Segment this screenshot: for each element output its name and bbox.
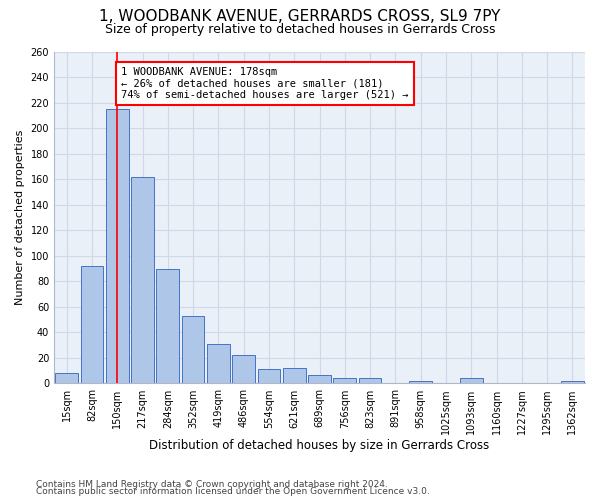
Bar: [409, 381, 432, 384]
Bar: [283, 368, 305, 384]
Y-axis label: Number of detached properties: Number of detached properties: [15, 130, 25, 305]
Bar: [460, 378, 482, 384]
Bar: [55, 373, 78, 384]
Text: Contains public sector information licensed under the Open Government Licence v3: Contains public sector information licen…: [36, 487, 430, 496]
Bar: [207, 344, 230, 384]
Text: Contains HM Land Registry data © Crown copyright and database right 2024.: Contains HM Land Registry data © Crown c…: [36, 480, 388, 489]
Bar: [561, 381, 584, 384]
Bar: [257, 370, 280, 384]
Bar: [131, 176, 154, 384]
Text: 1 WOODBANK AVENUE: 178sqm
← 26% of detached houses are smaller (181)
74% of semi: 1 WOODBANK AVENUE: 178sqm ← 26% of detac…: [121, 67, 409, 100]
Bar: [308, 374, 331, 384]
X-axis label: Distribution of detached houses by size in Gerrards Cross: Distribution of detached houses by size …: [149, 440, 490, 452]
Bar: [334, 378, 356, 384]
Bar: [182, 316, 205, 384]
Text: 1, WOODBANK AVENUE, GERRARDS CROSS, SL9 7PY: 1, WOODBANK AVENUE, GERRARDS CROSS, SL9 …: [100, 9, 500, 24]
Bar: [359, 378, 382, 384]
Bar: [157, 268, 179, 384]
Bar: [106, 109, 128, 384]
Bar: [232, 356, 255, 384]
Bar: [80, 266, 103, 384]
Text: Size of property relative to detached houses in Gerrards Cross: Size of property relative to detached ho…: [105, 22, 495, 36]
